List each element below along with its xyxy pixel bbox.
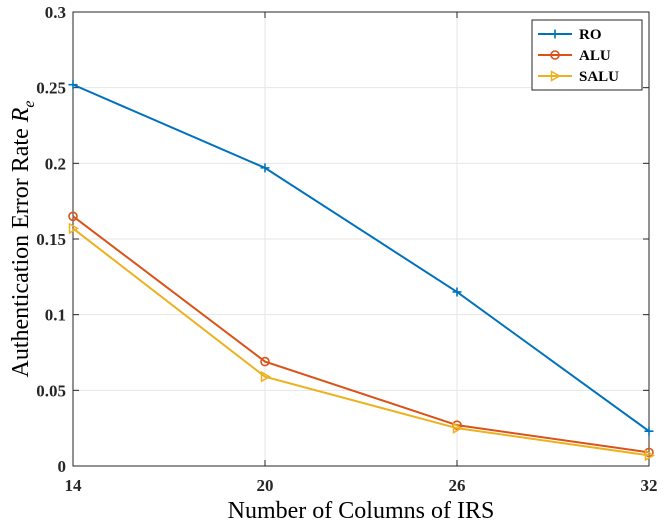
data-point-alu (68, 211, 78, 222)
y-axis-ticks: 0 0.05 0.1 0.15 0.2 0.25 0.3 (36, 3, 649, 476)
y-axis-label-subscript: e (21, 100, 38, 107)
series-salu (68, 222, 656, 462)
x-axis-ticks: 14 20 26 32 (65, 12, 658, 495)
data-point-salu (644, 449, 656, 462)
data-point-ro (452, 287, 462, 297)
y-tick-label: 0 (58, 457, 67, 476)
legend-entry-ro: RO (538, 27, 602, 43)
x-axis-label: Number of Columns of IRS (228, 498, 495, 524)
series-ro (68, 80, 654, 436)
y-axis-label-text: Authentication Error Rate (8, 122, 34, 377)
y-tick-label: 0.25 (36, 79, 66, 98)
legend-entry-alu: ALU (538, 48, 611, 64)
y-tick-label: 0.05 (36, 381, 66, 400)
legend-marker-alu (550, 50, 560, 60)
legend-label-salu: SALU (579, 69, 619, 85)
x-tick-label: 14 (65, 476, 83, 495)
x-tick-label: 26 (449, 476, 466, 495)
x-tick-label: 20 (257, 476, 274, 495)
series-group (68, 80, 656, 462)
legend-label-ro: RO (579, 27, 602, 43)
data-point-salu (260, 370, 272, 383)
legend-marker-ro (550, 29, 560, 39)
data-point-salu (68, 222, 80, 235)
y-tick-label: 0.15 (36, 230, 66, 249)
data-point-alu (260, 356, 270, 367)
series-line-ro (72, 83, 650, 433)
legend-label-alu: ALU (579, 48, 611, 64)
x-tick-label: 32 (641, 476, 658, 495)
data-point-ro (260, 163, 270, 173)
legend: RO ALU SALU (531, 19, 643, 91)
series-line-salu (72, 227, 650, 457)
legend-marker-salu (550, 70, 562, 82)
y-axis-label: Authentication Error Rate Re (8, 100, 38, 377)
series-line-alu (72, 215, 650, 454)
data-point-salu (452, 422, 464, 434)
y-axis-label-symbol: R (8, 107, 34, 123)
y-tick-label: 0.1 (45, 306, 66, 325)
y-tick-label: 0.3 (45, 3, 66, 22)
data-point-ro (68, 80, 78, 90)
data-point-ro (644, 426, 654, 436)
y-tick-label: 0.2 (45, 154, 66, 173)
legend-entry-salu: SALU (538, 69, 619, 85)
